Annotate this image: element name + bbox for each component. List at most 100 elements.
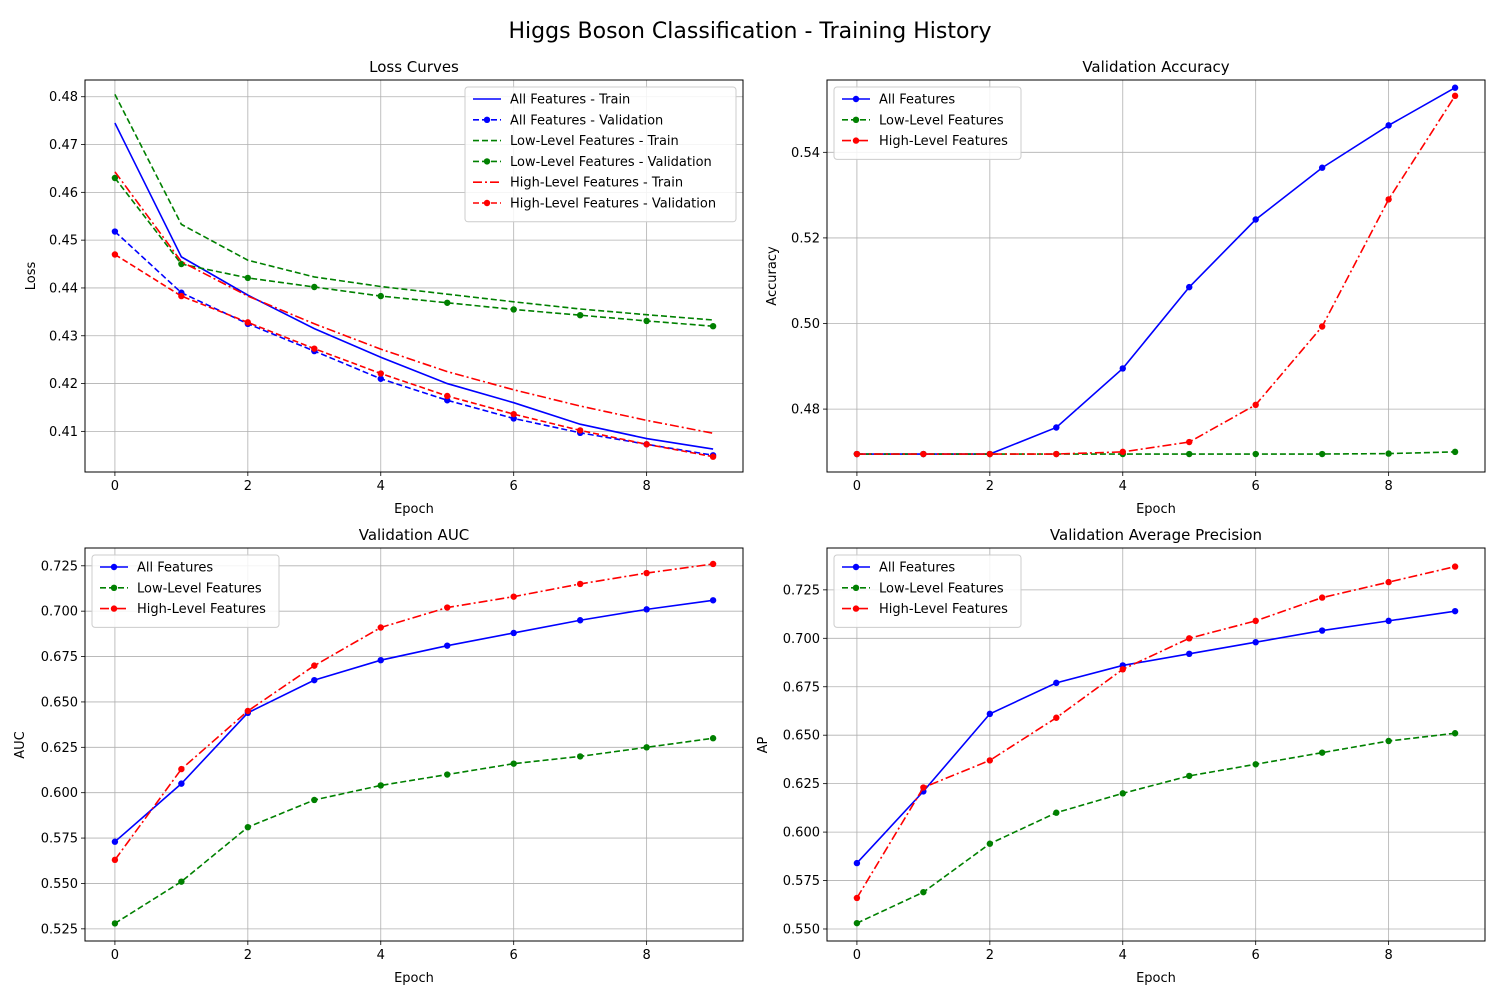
loss-curves-series-high-level-features-validation-point bbox=[444, 392, 451, 400]
validation-accuracy-series-high-level-features-point bbox=[986, 450, 994, 458]
validation-accuracy-tick-label-x: 2 bbox=[986, 479, 994, 494]
validation-average-precision-legend-label: High-Level Features bbox=[879, 602, 1008, 617]
validation-auc-series-all-features-point bbox=[709, 597, 717, 604]
validation-auc-series-all-features-point bbox=[576, 617, 584, 624]
validation-average-precision-series-high-level-features-point bbox=[1318, 594, 1326, 601]
loss-curves-series-high-level-features-validation-line bbox=[114, 253, 714, 458]
loss-curves-series-high-level-features-validation-point bbox=[709, 453, 717, 460]
loss-curves-axes-frame bbox=[84, 79, 744, 473]
validation-accuracy-series-low-level-features-point bbox=[1252, 450, 1259, 458]
validation-average-precision-series-low-level-features-line bbox=[856, 732, 1456, 924]
loss-curves-series-low-level-features-validation-point bbox=[709, 322, 717, 330]
validation-auc-axes-frame bbox=[84, 547, 744, 942]
validation-accuracy-legend-label: High-Level Features bbox=[879, 134, 1008, 149]
validation-accuracy-series-high-level-features-point bbox=[920, 450, 927, 458]
validation-auc-tick-label-y: 0.550 bbox=[41, 877, 78, 892]
validation-accuracy-series-high-level-features-point bbox=[853, 450, 861, 458]
loss-curves-panel: Loss Curves Epoch Loss 0 2 4 6 8 0.41 0.42 0.43… bbox=[24, 58, 744, 517]
validation-auc-series-all-features-point bbox=[178, 780, 185, 787]
validation-accuracy-series-all-features-point bbox=[1186, 283, 1193, 291]
validation-average-precision-tick-label-y: 0.675 bbox=[783, 680, 820, 695]
validation-accuracy-tick-label-y: 0.52 bbox=[791, 231, 820, 246]
validation-accuracy-legend-label: Low-Level Features bbox=[879, 113, 1004, 128]
validation-accuracy-series-low-level-features-point bbox=[1385, 450, 1392, 457]
validation-average-precision-series-high-level-features-point bbox=[986, 757, 994, 764]
validation-accuracy-series-all-features-point bbox=[1451, 84, 1459, 91]
validation-average-precision-legend-label: All Features bbox=[879, 561, 955, 576]
validation-average-precision-legend: All Features Low-Level Features High-Level… bbox=[833, 554, 1022, 628]
loss-curves-tick-label-y: 0.44 bbox=[49, 281, 78, 296]
loss-curves-series-high-level-features-validation-point bbox=[111, 251, 119, 258]
validation-auc-legend-label: Low-Level Features bbox=[137, 581, 262, 596]
loss-curves-legend-label: Low-Level Features - Validation bbox=[510, 155, 712, 170]
validation-accuracy-series-low-level-features-point bbox=[1451, 448, 1459, 456]
validation-accuracy-series-all-features-point bbox=[1119, 365, 1126, 372]
validation-accuracy-axes-frame bbox=[826, 79, 1486, 473]
validation-accuracy-series-all-features-point bbox=[1053, 424, 1060, 431]
loss-curves-series-low-level-features-validation-point bbox=[244, 274, 252, 282]
validation-accuracy-tick-label-y: 0.54 bbox=[791, 146, 820, 161]
loss-curves-legend-marker bbox=[483, 199, 491, 207]
validation-auc-series-low-level-features-point bbox=[178, 878, 185, 885]
validation-auc-series-all-features-point bbox=[377, 656, 384, 664]
validation-auc-series-low-level-features-point bbox=[444, 771, 451, 778]
validation-average-precision-series-high-level-features-line bbox=[856, 565, 1456, 899]
loss-curves-series-high-level-features-validation-point bbox=[510, 410, 517, 418]
loss-curves-series-all-features-validation-line bbox=[114, 230, 714, 457]
loss-curves-legend-label: All Features - Validation bbox=[510, 113, 663, 128]
validation-average-precision-tick-label-y: 0.600 bbox=[783, 826, 820, 841]
validation-auc-legend-box bbox=[91, 554, 280, 628]
loss-curves-ylabel: Loss bbox=[24, 262, 39, 291]
loss-curves-series-high-level-features-train-line bbox=[114, 171, 714, 435]
validation-accuracy-xlabel: Epoch bbox=[1136, 502, 1176, 517]
validation-average-precision-series-all-features-point bbox=[1385, 617, 1392, 625]
validation-auc-series-high-level-features-point bbox=[311, 662, 318, 669]
loss-curves-series-high-level-features-validation-point bbox=[178, 292, 185, 300]
validation-accuracy-series-high-level-features-point bbox=[1186, 438, 1193, 446]
loss-curves-series-all-features-train-line bbox=[114, 122, 714, 450]
loss-curves-series-all-features-validation-point bbox=[111, 228, 119, 235]
validation-average-precision-tick-label-y: 0.575 bbox=[783, 874, 820, 889]
validation-auc-series-all-features-point bbox=[444, 642, 451, 649]
validation-accuracy-series-all-features-point bbox=[1318, 164, 1326, 171]
loss-curves-tick-label-x: 2 bbox=[244, 479, 252, 494]
validation-auc-xlabel: Epoch bbox=[394, 971, 434, 986]
validation-average-precision-series-high-level-features-point bbox=[1385, 578, 1392, 586]
validation-auc-tick-label-x: 8 bbox=[642, 948, 650, 963]
validation-accuracy-legend-marker bbox=[852, 95, 860, 103]
validation-auc-series-low-level-features-point bbox=[576, 753, 584, 760]
validation-auc-legend-label: High-Level Features bbox=[137, 602, 266, 617]
validation-average-precision-tick-label-x: 2 bbox=[986, 948, 994, 963]
validation-accuracy-tick-label-y: 0.48 bbox=[791, 403, 820, 418]
loss-curves-series-low-level-features-train-line bbox=[114, 93, 714, 321]
validation-auc-series-high-level-features-point bbox=[244, 707, 252, 715]
validation-average-precision-series-all-features-point bbox=[1186, 650, 1193, 658]
validation-auc-series-high-level-features-point bbox=[576, 580, 584, 588]
validation-accuracy-series-low-level-features-line bbox=[856, 451, 1456, 455]
validation-average-precision-tick-label-y: 0.625 bbox=[783, 777, 820, 792]
validation-accuracy-tick-label-x: 4 bbox=[1119, 479, 1127, 494]
validation-auc-series-high-level-features-point bbox=[444, 604, 451, 611]
validation-accuracy-tick-label-y: 0.50 bbox=[791, 317, 820, 332]
validation-accuracy-series-high-level-features-point bbox=[1385, 196, 1392, 203]
validation-accuracy-legend-marker bbox=[852, 137, 860, 144]
validation-auc-ylabel: AUC bbox=[13, 731, 28, 759]
loss-curves-legend-label: High-Level Features - Train bbox=[510, 176, 683, 191]
validation-auc-series-high-level-features-point bbox=[377, 624, 384, 631]
loss-curves-tick-label-x: 0 bbox=[111, 479, 119, 494]
validation-average-precision-series-low-level-features-point bbox=[1385, 737, 1392, 745]
validation-auc-series-low-level-features-point bbox=[311, 796, 318, 804]
loss-curves-tick-label-y: 0.41 bbox=[49, 425, 78, 440]
validation-auc-legend: All Features Low-Level Features High-Level… bbox=[91, 554, 280, 628]
loss-curves-series-all-features-validation-point bbox=[377, 375, 384, 382]
validation-accuracy-tick-label-x: 8 bbox=[1384, 479, 1392, 494]
loss-curves-series-high-level-features-validation-point bbox=[244, 319, 252, 326]
validation-accuracy-legend-label: All Features bbox=[879, 93, 955, 108]
validation-accuracy-series-low-level-features-point bbox=[1318, 450, 1326, 458]
loss-curves-series-low-level-features-validation-point bbox=[311, 283, 318, 291]
validation-auc-series-low-level-features-point bbox=[510, 760, 517, 767]
validation-accuracy-series-all-features-point bbox=[1385, 122, 1392, 129]
validation-accuracy-tick-label-x: 0 bbox=[853, 479, 861, 494]
validation-auc-legend-marker bbox=[110, 563, 118, 571]
